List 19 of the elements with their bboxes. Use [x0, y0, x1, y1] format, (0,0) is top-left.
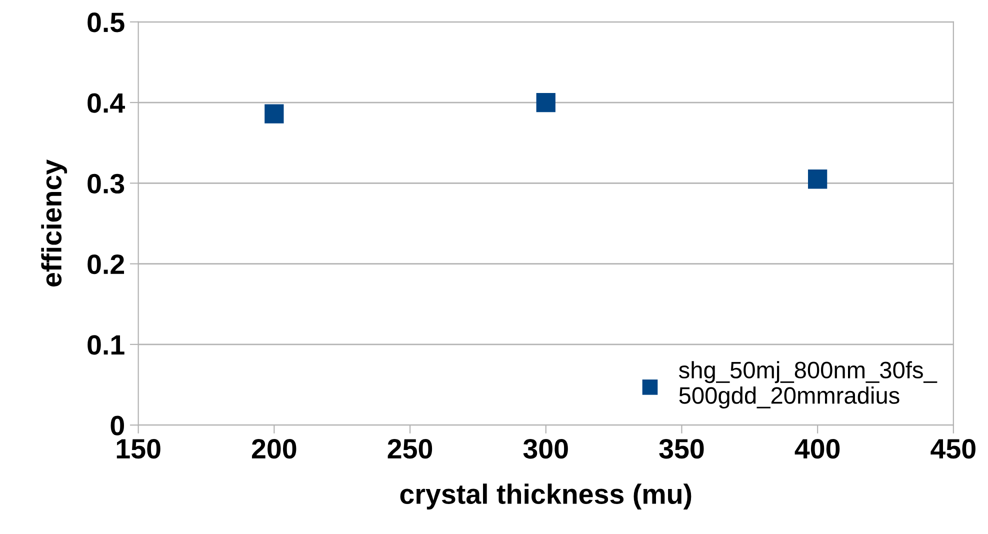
x-tick-label: 400 — [794, 438, 840, 459]
y-tick-label: 0.5 — [88, 12, 124, 32]
y-tick-label: 0.1 — [88, 335, 124, 355]
x-axis-title: crystal thickness (mu) — [400, 484, 692, 510]
x-tick-label: 250 — [388, 438, 432, 459]
y-axis-title: efficiency — [41, 160, 68, 286]
x-tick-label: 350 — [659, 438, 704, 459]
y-tick-label: 0.4 — [88, 93, 125, 113]
legend-label: shg_50mj_800nm_30fs_ 500gdd_20mmradius — [678, 361, 938, 409]
x-tick-label: 200 — [252, 438, 296, 459]
point — [808, 170, 828, 189]
x-tick-label: 450 — [930, 438, 976, 459]
x-tick-label: 300 — [523, 438, 568, 459]
y-tick-label: 0.3 — [88, 174, 124, 194]
point — [536, 92, 556, 112]
x-tick-label: 150 — [116, 438, 160, 459]
y-tick-label: 0.2 — [88, 254, 124, 274]
y-tick-label: 0 — [110, 416, 124, 436]
point — [264, 104, 284, 124]
